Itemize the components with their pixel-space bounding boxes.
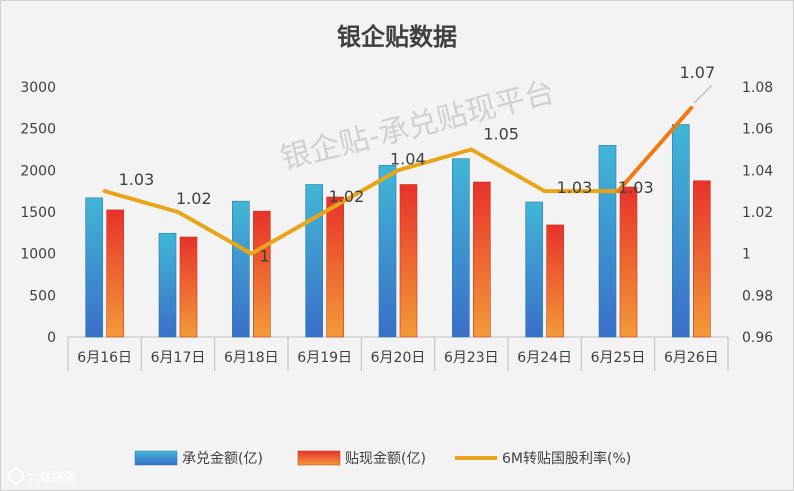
bar-discount (619, 186, 638, 338)
legend-swatch-acceptance (134, 450, 178, 466)
y-left-tick-label: 1000 (20, 247, 56, 263)
x-tick-label: 6月25日 (591, 350, 646, 366)
y-left-tick-label: 0 (47, 330, 56, 346)
line-series (102, 105, 694, 256)
axes: 0 500 1000 1500 2000 2500 3000 0.96 0.98 1 1.02 1.0… (20, 80, 773, 371)
logo-icon (8, 468, 24, 484)
legend-label-acceptance: 承兑金额(亿) (182, 451, 263, 467)
rate-data-label: 1.03 (119, 170, 155, 189)
x-tick-label: 6月17日 (151, 350, 206, 366)
bar-discount (179, 236, 198, 338)
x-tick-label: 6月16日 (77, 350, 132, 366)
x-tick-label: 6月23日 (444, 350, 499, 366)
x-tick-label: 6月18日 (224, 350, 279, 366)
bar-acceptance (525, 201, 543, 338)
y-left-tick-label: 2500 (20, 122, 56, 138)
y-right-tick-label: 1 (742, 247, 751, 263)
bar-discount (546, 224, 564, 338)
rate-data-label: 1.02 (176, 189, 212, 208)
bar-discount (106, 209, 124, 338)
bar-discount (253, 210, 271, 338)
legend-swatch-discount (297, 450, 341, 466)
rate-line (102, 147, 620, 256)
x-tick-label: 6月24日 (517, 350, 572, 366)
bar-acceptance (85, 197, 103, 338)
footer-logo-text: 六敏路演 (28, 469, 76, 484)
y-left-tick-label: 3000 (20, 80, 56, 96)
y-right-tick-label: 0.98 (742, 288, 773, 304)
legend: 承兑金额(亿) 贴现金额(亿) 6M转贴国股利率(%) (134, 450, 631, 467)
y-right-tick-label: 1.02 (742, 205, 773, 221)
rate-data-label: 1.05 (483, 125, 519, 144)
y-left-tick-label: 2000 (20, 163, 56, 179)
bar-acceptance (378, 165, 397, 338)
rate-data-label: 1.03 (557, 178, 593, 197)
rate-data-label: 1.04 (390, 149, 426, 168)
bar-discount (693, 180, 711, 338)
rate-line-last-segment (616, 105, 694, 194)
y-left-tick-label: 500 (29, 288, 56, 304)
x-tick-label: 6月26日 (664, 350, 719, 366)
bar-discount (399, 184, 418, 338)
bar-acceptance (305, 184, 323, 338)
rate-data-label: 1.07 (680, 63, 716, 82)
data-labels: 1.03 1.02 1 1.02 1.04 1.05 1.03 1.03 1.07 (119, 63, 715, 266)
bar-acceptance (598, 145, 617, 338)
footer-logo: 六敏路演 (8, 468, 76, 484)
rate-label-leader-line (693, 85, 712, 104)
bar-discount (473, 181, 491, 338)
rate-data-label: 1 (259, 247, 269, 266)
y-right-tick-label: 1.06 (742, 122, 773, 138)
chart-title: 银企贴数据 (337, 23, 457, 51)
legend-label-discount: 贴现金额(亿) (345, 451, 426, 467)
rate-data-label: 1.02 (329, 187, 365, 206)
bar-acceptance (672, 124, 690, 338)
y-right-tick-label: 1.04 (742, 163, 773, 179)
bar-acceptance (158, 232, 177, 338)
y-right-tick-label: 0.96 (742, 330, 773, 346)
y-right-tick-label: 1.08 (742, 80, 773, 96)
rate-data-label: 1.03 (618, 178, 654, 197)
x-tick-label: 6月19日 (297, 350, 352, 366)
legend-label-rate: 6M转贴国股利率(%) (502, 450, 631, 467)
bar-acceptance (452, 158, 470, 338)
bar-acceptance (232, 200, 250, 338)
y-left-tick-label: 1500 (20, 205, 56, 221)
bar-discount (326, 196, 344, 338)
x-tick-label: 6月20日 (371, 350, 426, 366)
